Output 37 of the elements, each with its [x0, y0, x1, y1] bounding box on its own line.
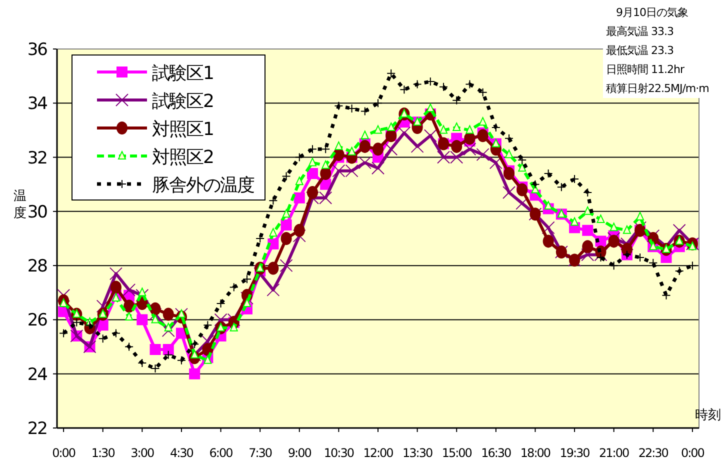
x-tick-label: 15:00: [442, 446, 472, 460]
x-tick-label: 6:00: [209, 446, 233, 460]
x-tick-label: 13:30: [402, 446, 432, 460]
x-tick-label: 1:30: [91, 446, 115, 460]
x-tick-label: 19:30: [560, 446, 590, 460]
y-tick-label: 30: [27, 202, 48, 222]
y-tick-label: 32: [27, 148, 48, 168]
annotation: 積算日射22.5MJ/m·m: [606, 82, 709, 95]
y-tick-label: 28: [27, 256, 48, 277]
text: 9月10日の気象: [616, 6, 688, 19]
x-tick-label: 9:00: [288, 446, 312, 460]
y-axis-title: 温度: [14, 189, 26, 221]
y-tick-label: 36: [27, 40, 48, 60]
x-tick-label: 18:00: [520, 446, 550, 460]
x-tick-label: 12:00: [363, 446, 394, 460]
legend-label: 豚舎外の温度: [152, 175, 255, 196]
y-tick-label: 22: [27, 419, 48, 439]
legend-label: 対照区1: [152, 119, 214, 140]
x-tick-label: 0:00: [680, 446, 704, 460]
y-tick-label: 24: [27, 364, 48, 385]
x-axis-title: 時刻: [695, 408, 721, 423]
legend-label: 対照区2: [152, 147, 214, 168]
x-tick-label: 3:00: [130, 446, 154, 460]
x-tick-label: 21:00: [599, 446, 629, 460]
x-tick-label: 0:00: [52, 446, 76, 460]
annotation: 最低気温 23.3: [606, 44, 674, 57]
x-tick-label: 10:30: [324, 446, 354, 460]
x-tick-label: 7:30: [248, 446, 272, 460]
text: 最高気温 33.3: [606, 25, 674, 38]
legend-label: 試験区1: [152, 63, 214, 84]
y-tick-label: 26: [27, 310, 48, 331]
annotation: 日照時間 11.2hr: [606, 63, 685, 76]
x-tick-label: 22:30: [638, 446, 668, 460]
x-tick-label: 16:30: [481, 446, 512, 460]
x-tick-label: 4:30: [170, 446, 194, 460]
y-tick-label: 34: [27, 94, 48, 114]
legend-label: 試験区2: [152, 91, 214, 112]
